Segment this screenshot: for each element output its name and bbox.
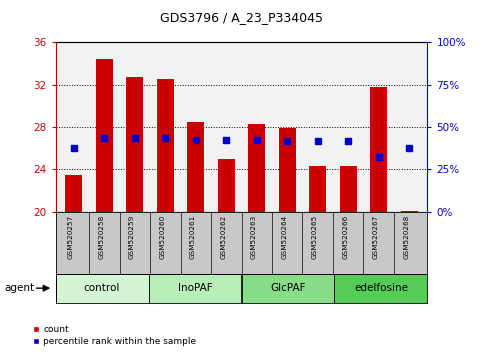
Text: GSM520261: GSM520261: [190, 215, 196, 259]
Text: GSM520262: GSM520262: [220, 215, 226, 259]
Legend: count, percentile rank within the sample: count, percentile rank within the sample: [28, 321, 200, 349]
Bar: [279, 128, 296, 212]
Text: GSM520264: GSM520264: [281, 215, 287, 259]
Text: GDS3796 / A_23_P334045: GDS3796 / A_23_P334045: [160, 11, 323, 24]
Text: GSM520268: GSM520268: [403, 215, 409, 259]
Bar: [157, 80, 174, 212]
Text: GSM520266: GSM520266: [342, 215, 348, 259]
Text: edelfosine: edelfosine: [354, 283, 408, 293]
Bar: [401, 211, 417, 212]
Bar: [149, 274, 242, 303]
Text: GSM520263: GSM520263: [251, 215, 257, 259]
Text: GSM520267: GSM520267: [373, 215, 379, 259]
Bar: [218, 159, 235, 212]
Bar: [370, 87, 387, 212]
Bar: [340, 166, 356, 212]
Text: control: control: [84, 283, 120, 293]
Bar: [127, 78, 143, 212]
Text: GlcPAF: GlcPAF: [270, 283, 306, 293]
Bar: [309, 166, 326, 212]
Bar: [248, 124, 265, 212]
Bar: [334, 274, 427, 303]
Text: InoPAF: InoPAF: [178, 283, 213, 293]
Bar: [242, 274, 334, 303]
Text: GSM520258: GSM520258: [99, 215, 104, 259]
Text: GSM520260: GSM520260: [159, 215, 165, 259]
Bar: [66, 175, 82, 212]
Text: GSM520265: GSM520265: [312, 215, 318, 259]
Bar: [96, 59, 113, 212]
Text: GSM520259: GSM520259: [129, 215, 135, 259]
Text: agent: agent: [5, 283, 35, 293]
Bar: [187, 122, 204, 212]
Bar: [56, 274, 149, 303]
Text: GSM520257: GSM520257: [68, 215, 74, 259]
